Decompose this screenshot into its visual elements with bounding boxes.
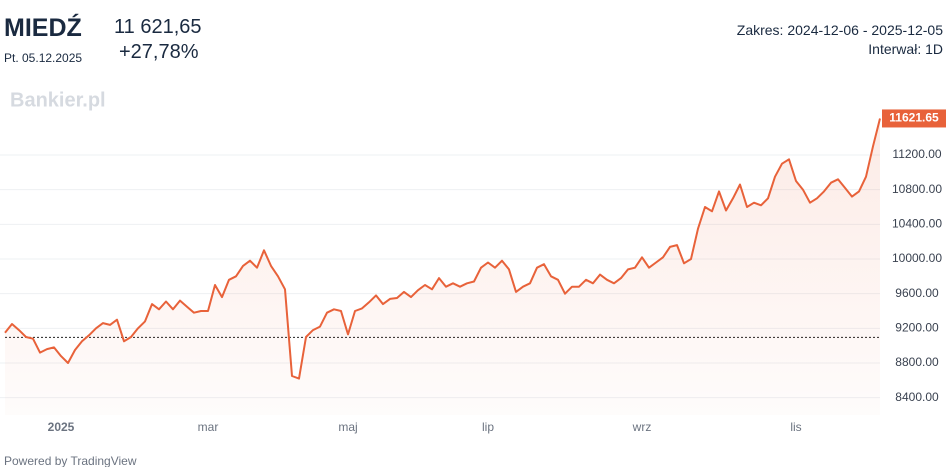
y-tick-label: 10000.00 [892, 251, 942, 265]
y-tick-label: 9200.00 [895, 321, 939, 335]
last-price-label: 11621.65 [889, 111, 939, 125]
y-tick-label: 8400.00 [895, 390, 939, 404]
price-line [4, 118, 881, 380]
change: +27,78% [119, 41, 199, 63]
y-tick-label: 11200.00 [892, 147, 941, 161]
x-tick-label: mar [198, 420, 219, 434]
date: Pt. 05.12.2025 [4, 51, 83, 65]
x-tick-label: lis [790, 420, 801, 434]
x-tick-label: wrz [632, 420, 652, 434]
footer: Powered by TradingView [4, 454, 137, 467]
interval: Interwał: 1D [868, 41, 943, 57]
x-tick-label: 2025 [48, 420, 75, 434]
watermark: Bankier.pl [10, 89, 106, 111]
price: 11 621,65 [114, 16, 202, 38]
x-tick-label: maj [338, 420, 357, 434]
title: MIEDŹ [4, 14, 82, 42]
area [5, 118, 880, 415]
y-tick-label: 10400.00 [892, 217, 942, 231]
last-price-box [882, 109, 946, 128]
x-tick-label: lip [482, 420, 494, 434]
y-tick-label: 10800.00 [892, 182, 942, 196]
y-tick-label: 9600.00 [895, 286, 939, 300]
range: Zakres: 2024-12-06 - 2025-12-05 [736, 22, 943, 38]
y-tick-label: 8800.00 [895, 355, 939, 369]
